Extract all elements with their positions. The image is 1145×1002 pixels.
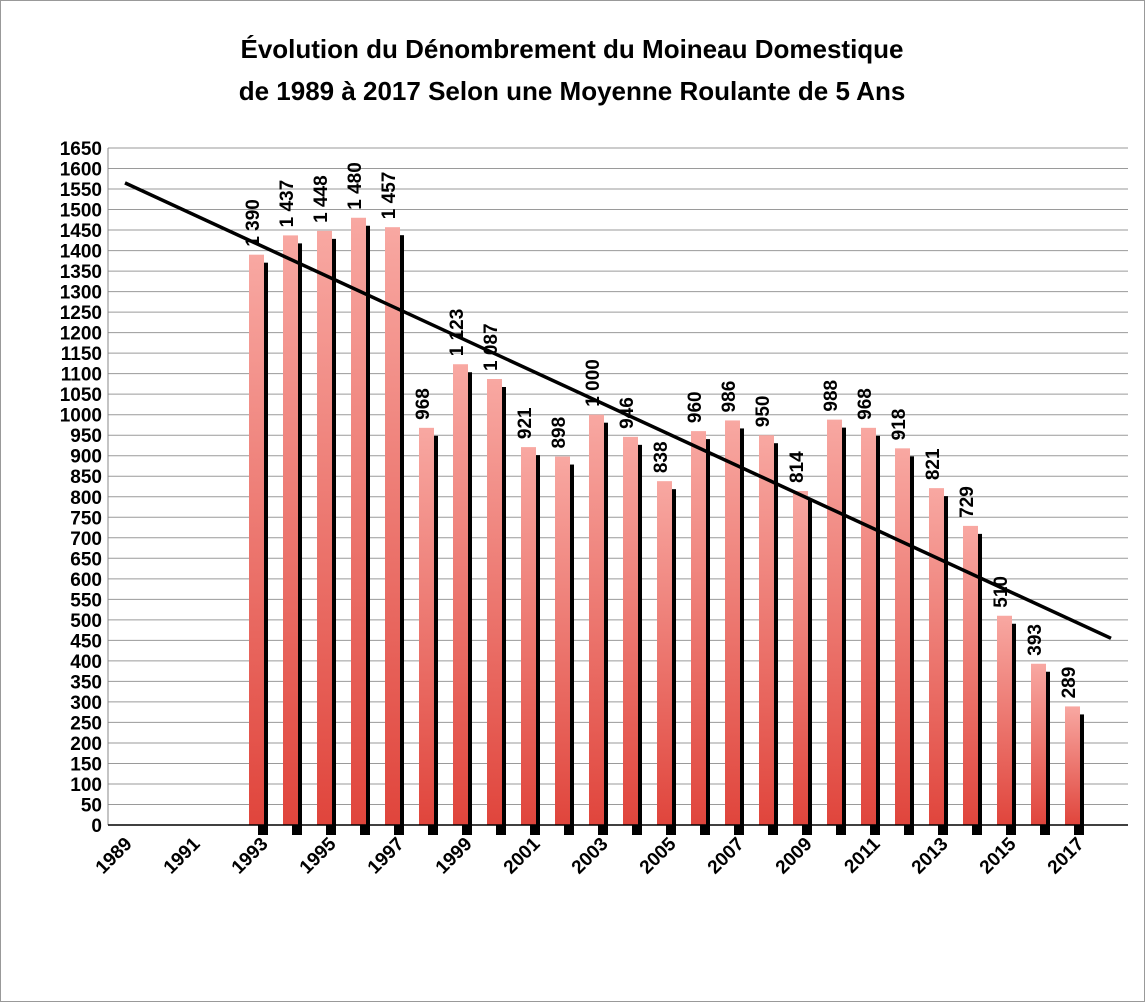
data-label: 921 — [515, 407, 536, 439]
data-label: 960 — [685, 391, 706, 423]
bar — [861, 427, 876, 825]
y-tick-label: 900 — [70, 447, 102, 468]
y-tick-label: 0 — [91, 816, 102, 837]
trendline — [124, 181, 1112, 640]
bar — [419, 427, 434, 825]
y-tick-label: 1100 — [61, 365, 102, 386]
bar — [589, 414, 604, 825]
bar — [249, 254, 264, 826]
data-label: 918 — [889, 409, 910, 441]
y-tick-label: 350 — [70, 672, 102, 693]
y-tick-label: 400 — [70, 652, 102, 673]
data-label: 1 448 — [311, 175, 332, 223]
bar — [725, 420, 740, 825]
y-tick-label: 1550 — [60, 180, 102, 201]
bar — [895, 448, 910, 825]
data-label: 988 — [821, 380, 842, 412]
y-tick-label: 450 — [70, 631, 102, 652]
data-label: 968 — [413, 388, 434, 420]
data-label: 986 — [719, 381, 740, 413]
data-label: 821 — [923, 448, 944, 480]
y-tick-label: 1400 — [60, 242, 102, 263]
y-tick-label: 1650 — [60, 139, 102, 160]
data-label: 838 — [651, 441, 672, 473]
data-label: 1 000 — [583, 359, 604, 407]
data-label: 968 — [855, 388, 876, 420]
y-tick-label: 1500 — [60, 201, 102, 222]
bar — [827, 419, 842, 825]
y-tick-label: 1150 — [61, 344, 102, 365]
data-label: 814 — [787, 451, 808, 483]
data-label: 1 390 — [243, 199, 264, 247]
data-label: 1 457 — [379, 172, 400, 220]
bar — [317, 230, 332, 825]
y-tick-label: 800 — [70, 488, 102, 509]
y-tick-label: 500 — [70, 611, 102, 632]
data-label: 1 123 — [447, 309, 468, 357]
data-label: 1 087 — [481, 323, 502, 371]
bar — [1031, 663, 1046, 825]
bar — [929, 488, 944, 825]
y-tick-label: 700 — [70, 529, 102, 550]
y-tick-label: 650 — [70, 549, 102, 570]
y-tick-label: 550 — [70, 590, 102, 611]
y-tick-label: 100 — [70, 775, 102, 796]
y-tick-label: 750 — [70, 508, 102, 529]
bar — [657, 481, 672, 825]
bar — [623, 436, 638, 825]
bar — [997, 615, 1012, 825]
y-tick-label: 300 — [70, 693, 102, 714]
y-tick-label: 1300 — [60, 283, 102, 304]
bar — [283, 235, 298, 826]
y-tick-label: 250 — [70, 713, 102, 734]
bar — [487, 379, 502, 825]
bar — [759, 435, 774, 825]
y-tick-label: 1200 — [60, 324, 102, 345]
data-label: 289 — [1059, 667, 1080, 699]
y-tick-label: 150 — [70, 754, 102, 775]
y-tick-label: 950 — [70, 426, 102, 447]
y-tick-label: 1250 — [60, 303, 102, 324]
bar — [521, 447, 536, 825]
data-label: 1 480 — [345, 162, 366, 210]
bar — [351, 217, 366, 825]
bar — [1065, 706, 1080, 825]
bar — [963, 525, 978, 825]
data-label: 946 — [617, 397, 638, 429]
y-tick-label: 1050 — [60, 385, 102, 406]
y-tick-label: 1600 — [60, 160, 102, 181]
y-tick-label: 1450 — [60, 221, 102, 242]
bar — [691, 431, 706, 825]
data-label: 898 — [549, 417, 570, 449]
y-tick-label: 50 — [81, 795, 102, 816]
y-tick-label: 200 — [70, 734, 102, 755]
data-label: 393 — [1025, 624, 1046, 656]
bar — [453, 364, 468, 825]
y-tick-label: 1350 — [60, 262, 102, 283]
data-label: 1 437 — [277, 180, 298, 228]
bar — [385, 227, 400, 826]
chart-title: Évolution du Dénombrement du Moineau Dom… — [240, 34, 903, 64]
data-label: 729 — [957, 486, 978, 518]
bar — [793, 491, 808, 825]
bar — [555, 456, 570, 825]
y-tick-label: 850 — [70, 467, 102, 488]
y-tick-label: 600 — [70, 570, 102, 591]
data-label: 950 — [753, 396, 774, 428]
chart-title: de 1989 à 2017 Selon une Moyenne Roulant… — [239, 76, 906, 106]
y-tick-label: 1000 — [60, 406, 102, 427]
